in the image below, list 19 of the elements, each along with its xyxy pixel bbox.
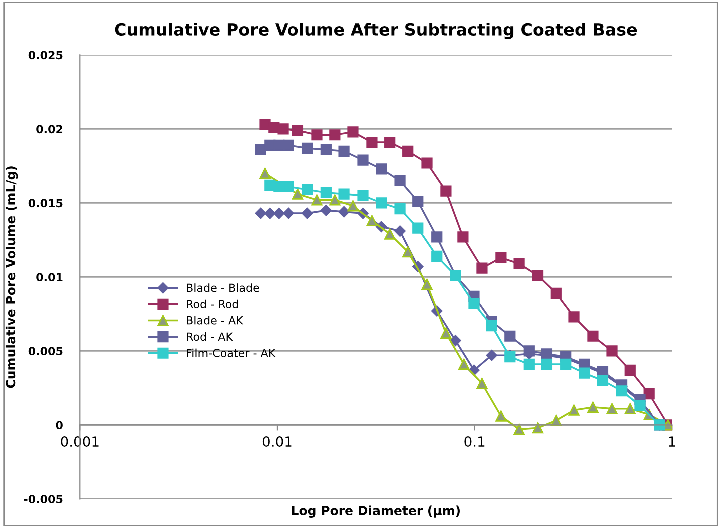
x-tick-label: 1: [669, 436, 676, 447]
y-tick-label: -0.005: [24, 495, 63, 504]
x-tick-label: 0.01: [262, 436, 292, 448]
y-axis-title: Cumulative Pore Volume (mL/g): [6, 166, 18, 388]
y-tick-label: 0.02: [36, 125, 63, 134]
x-axis-title: Log Pore Diameter (µm): [292, 506, 460, 518]
legend-label: Rod - Rod: [187, 300, 238, 308]
y-tick-label: 0: [56, 421, 63, 430]
y-tick-label: 0.005: [28, 347, 63, 356]
legend-label: Blade - Blade: [187, 284, 260, 292]
legend-label: Rod - AK: [187, 332, 234, 342]
legend-label: Blade - AK: [187, 316, 244, 325]
legend-label: Film-Coater - AK: [187, 348, 276, 358]
y-tick-label: 0.015: [28, 199, 63, 208]
x-tick-label: 0.1: [464, 436, 485, 448]
y-tick-label: 0.01: [36, 273, 63, 282]
y-tick-label: 0.025: [28, 51, 63, 60]
chart-title: Cumulative Pore Volume After Subtracting Coated Base: [115, 23, 638, 40]
x-tick-label: 0.001: [61, 436, 99, 448]
